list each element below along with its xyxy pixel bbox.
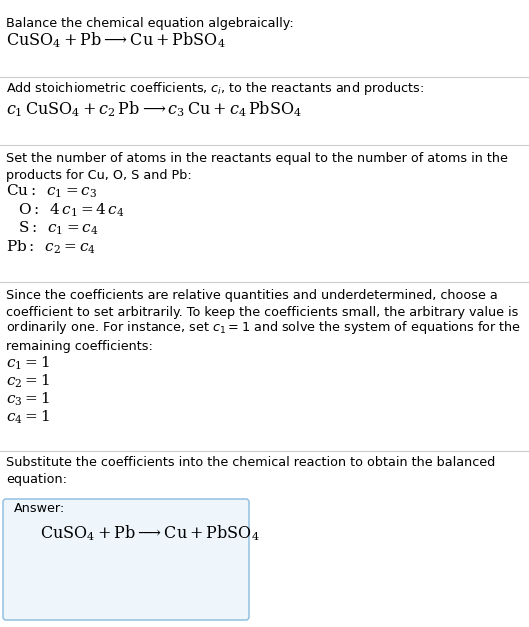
Text: equation:: equation:	[6, 473, 67, 486]
Text: Set the number of atoms in the reactants equal to the number of atoms in the: Set the number of atoms in the reactants…	[6, 152, 508, 165]
Text: $\mathrm{Cu:}\;\; c_1 = c_3$: $\mathrm{Cu:}\;\; c_1 = c_3$	[6, 182, 97, 200]
Text: $\mathrm{Pb:}\;\; c_2 = c_4$: $\mathrm{Pb:}\;\; c_2 = c_4$	[6, 239, 96, 256]
Text: $c_1\,\mathrm{CuSO_4} + c_2\,\mathrm{Pb} \longrightarrow c_3\,\mathrm{Cu} + c_4\: $c_1\,\mathrm{CuSO_4} + c_2\,\mathrm{Pb}…	[6, 99, 302, 119]
Text: Add stoichiometric coefficients, $c_i$, to the reactants and products:: Add stoichiometric coefficients, $c_i$, …	[6, 80, 424, 97]
Text: $\mathrm{S:}\;\; c_1 = c_4$: $\mathrm{S:}\;\; c_1 = c_4$	[18, 219, 98, 237]
Text: remaining coefficients:: remaining coefficients:	[6, 340, 153, 353]
Text: $c_3 = 1$: $c_3 = 1$	[6, 391, 50, 408]
Text: $\mathrm{O:}\;\; 4\,c_1 = 4\,c_4$: $\mathrm{O:}\;\; 4\,c_1 = 4\,c_4$	[18, 202, 125, 219]
Text: $\mathrm{CuSO_4 + Pb} \longrightarrow \mathrm{Cu + PbSO_4}$: $\mathrm{CuSO_4 + Pb} \longrightarrow \m…	[6, 30, 226, 50]
FancyBboxPatch shape	[3, 499, 249, 620]
Text: products for Cu, O, S and Pb:: products for Cu, O, S and Pb:	[6, 169, 191, 182]
Text: Balance the chemical equation algebraically:: Balance the chemical equation algebraica…	[6, 17, 294, 30]
Text: $c_1 = 1$: $c_1 = 1$	[6, 355, 50, 372]
Text: $c_2 = 1$: $c_2 = 1$	[6, 372, 50, 390]
Text: Answer:: Answer:	[14, 502, 65, 515]
Text: Substitute the coefficients into the chemical reaction to obtain the balanced: Substitute the coefficients into the che…	[6, 456, 495, 469]
Text: $\mathrm{CuSO_4 + Pb} \longrightarrow \mathrm{Cu + PbSO_4}$: $\mathrm{CuSO_4 + Pb} \longrightarrow \m…	[40, 524, 260, 543]
Text: ordinarily one. For instance, set $c_1 = 1$ and solve the system of equations fo: ordinarily one. For instance, set $c_1 =…	[6, 319, 521, 336]
Text: Since the coefficients are relative quantities and underdetermined, choose a: Since the coefficients are relative quan…	[6, 289, 498, 302]
Text: coefficient to set arbitrarily. To keep the coefficients small, the arbitrary va: coefficient to set arbitrarily. To keep …	[6, 306, 518, 319]
Text: $c_4 = 1$: $c_4 = 1$	[6, 409, 50, 426]
